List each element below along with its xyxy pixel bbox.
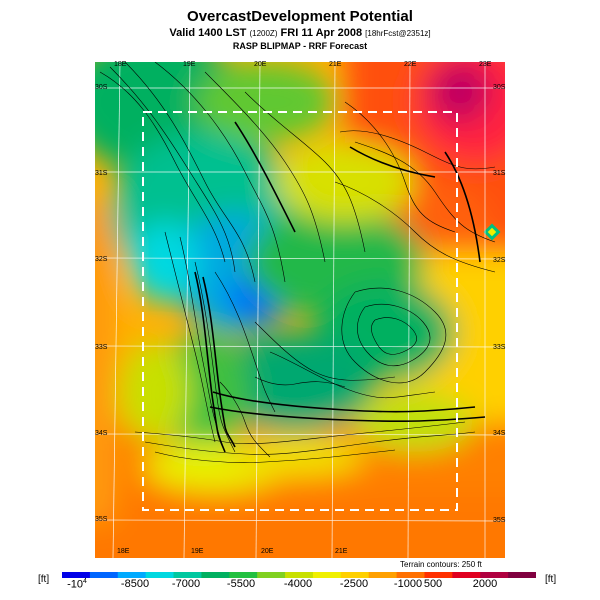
storm-cell-core: [487, 227, 497, 237]
valid-forecast: [18hrFcst@2351z]: [365, 29, 431, 38]
colorbar-swatch: [145, 572, 175, 578]
colorbar-tick: -104: [67, 578, 87, 591]
map-subtitle: RASP BLIPMAP - RRF Forecast: [232, 41, 368, 51]
valid-time-line: Valid 1400 LST (1200Z) FRI 11 Apr 2008 […: [0, 27, 600, 39]
colorbar-tick-labels: -104 -8500 -7000 -5500 -4000 -2500 -1000…: [62, 578, 536, 594]
colorbar-swatch: [340, 572, 370, 578]
colorbar-unit-left: [ft]: [38, 574, 50, 585]
lon-label-bottom: 20E: [261, 548, 274, 555]
colorbar-tick: 2000: [472, 578, 498, 590]
major-terrain-contours: [194, 121, 486, 453]
lon-label-bottom: 21E: [335, 548, 348, 555]
lon-label-bottom: 18E: [117, 548, 130, 555]
lat-label-right: 30S: [493, 84, 506, 91]
colorbar-tick: 500: [423, 578, 443, 590]
lat-label-right: 32S: [493, 257, 506, 264]
colorbar-tick: -5500: [226, 578, 256, 590]
lon-label-top: 22E: [404, 61, 417, 68]
terrain-contour-note: Terrain contours: 250 ft: [400, 560, 482, 569]
forecast-map: 18E 19E 20E 21E 22E 23E 18E 19E 20E 21E …: [95, 61, 506, 558]
lat-label-left: 32S: [95, 256, 108, 263]
lon-label-top: 18E: [114, 61, 127, 68]
colorbar-swatch: [201, 572, 230, 578]
lat-label-left: 33S: [95, 344, 108, 351]
lat-label-left: 34S: [95, 430, 108, 437]
colorbar-swatch: [257, 572, 286, 578]
forecast-map-canvas: [95, 62, 505, 558]
valid-utc: (1200Z): [249, 29, 278, 38]
valid-date: FRI 11 Apr 2008: [280, 27, 363, 39]
colorbar-swatch: [424, 572, 453, 578]
colorbar-swatch: [229, 572, 258, 578]
terrain-contours: [99, 62, 496, 463]
valid-main: Valid 1400 LST: [169, 27, 247, 39]
colorbar-tick-mantissa: -10: [67, 578, 83, 591]
colorbar-tick: -2500: [339, 578, 369, 590]
inner-domain-box: [142, 111, 458, 511]
lon-label-top: 21E: [329, 61, 342, 68]
lon-label-top: 20E: [254, 61, 267, 68]
colorbar-swatch: [89, 572, 119, 578]
map-title: OvercastDevelopment Potential: [187, 8, 413, 25]
lat-label-right: 35S: [493, 517, 506, 524]
colorbar-swatch: [117, 572, 147, 578]
lat-label-left: 30S: [95, 84, 108, 91]
colorbar-tick: -7000: [171, 578, 201, 590]
colorbar-swatch: [508, 572, 536, 578]
colorbar-tick: -8500: [120, 578, 150, 590]
colorbar-swatch: [173, 572, 202, 578]
colorbar-tick: -1000: [393, 578, 423, 590]
colorbar-swatch: [480, 572, 509, 578]
colorbar-tick-exponent: 4: [83, 578, 87, 585]
lon-label-top: 19E: [183, 61, 196, 68]
colorbar-swatch: [368, 572, 398, 578]
colorbar-unit-right: [ft]: [545, 574, 557, 585]
colorbar-swatch: [62, 572, 91, 578]
lat-label-right: 34S: [493, 430, 506, 437]
colorbar-swatch: [312, 572, 342, 578]
lat-label-right: 33S: [493, 344, 506, 351]
lon-label-bottom: 19E: [191, 548, 204, 555]
lat-label-right: 31S: [493, 170, 506, 177]
colorbar-swatch: [396, 572, 425, 578]
colorbar-swatch: [452, 572, 481, 578]
colorbar-swatch: [285, 572, 314, 578]
lat-label-left: 35S: [95, 516, 108, 523]
colorbar: [62, 572, 536, 578]
lon-label-top: 23E: [479, 61, 492, 68]
colorbar-tick: -4000: [283, 578, 313, 590]
lat-label-left: 31S: [95, 170, 108, 177]
